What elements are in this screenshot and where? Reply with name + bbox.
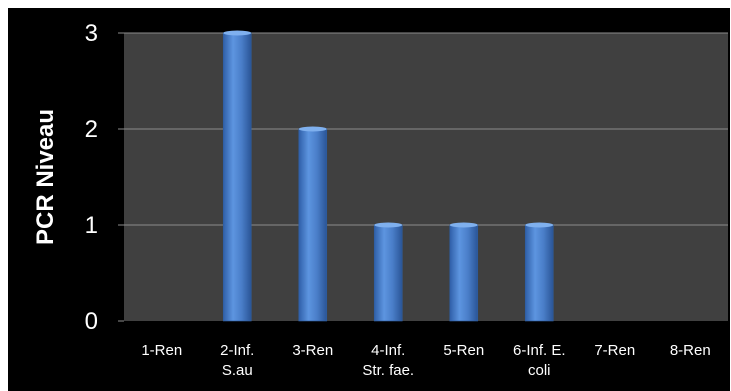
bars: [222, 30, 554, 322]
x-tick-label: 8-Ren: [670, 342, 711, 359]
x-tick-label: 7-Ren: [594, 342, 635, 359]
x-tick-label: 3-Ren: [292, 342, 333, 359]
y-tick-label: 1: [85, 212, 98, 239]
bar-cap: [298, 126, 327, 132]
bar: [222, 32, 252, 322]
bar-cap: [525, 222, 554, 228]
bar-cap: [374, 222, 403, 228]
x-axis-ticks: 1-Ren 2-Inf. S.au 3-Ren 4-Inf. Str. fae. 5-Ren…: [141, 342, 710, 379]
chart-frame: 0 1 2 3 1-Ren 2-Inf. S.au 3-Ren 4-Inf. Str. fae.…: [8, 8, 730, 391]
y-tick-label: 2: [85, 116, 98, 143]
bar-cap: [449, 222, 478, 228]
x-tick-label: 5-Ren: [443, 342, 484, 359]
y-axis-ticks: 0 1 2 3: [85, 20, 124, 335]
plot-area: [124, 33, 728, 321]
y-tick-label: 0: [85, 308, 98, 335]
x-tick-label: 4-Inf. Str. fae.: [362, 342, 414, 379]
x-tick-label: 2-Inf. S.au: [220, 342, 254, 379]
x-tick-label: 6-Inf. E. coli: [513, 342, 566, 379]
bar: [373, 224, 403, 322]
bar-cap: [223, 30, 252, 36]
bar-chart: 0 1 2 3 1-Ren 2-Inf. S.au 3-Ren 4-Inf. Str. fae.…: [32, 20, 728, 379]
bar: [524, 224, 554, 322]
bar: [298, 128, 328, 322]
y-tick-label: 3: [85, 20, 98, 47]
x-tick-label: 1-Ren: [141, 342, 182, 359]
bar: [449, 224, 479, 322]
y-axis-title: PCR Niveau: [32, 109, 59, 245]
